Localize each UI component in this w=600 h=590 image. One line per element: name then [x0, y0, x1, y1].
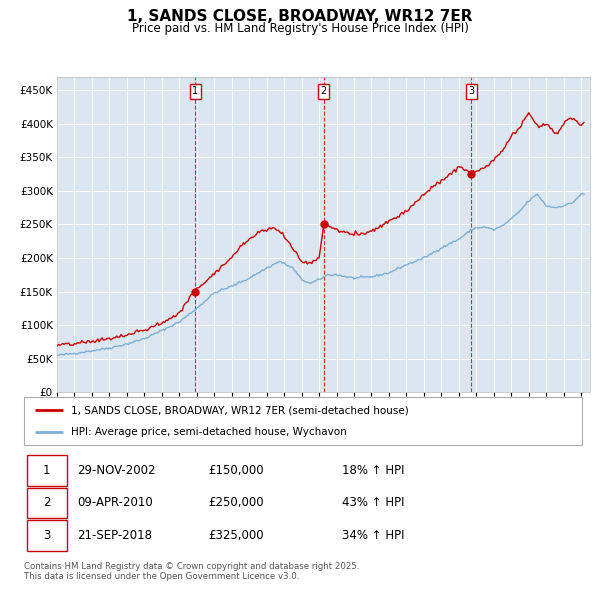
Text: 09-APR-2010: 09-APR-2010 — [77, 496, 153, 510]
Text: 2: 2 — [43, 496, 50, 510]
Text: 3: 3 — [43, 529, 50, 542]
Text: 29-NOV-2002: 29-NOV-2002 — [77, 464, 155, 477]
Text: Contains HM Land Registry data © Crown copyright and database right 2025.
This d: Contains HM Land Registry data © Crown c… — [24, 562, 359, 581]
Text: 3: 3 — [468, 87, 475, 97]
Text: Price paid vs. HM Land Registry's House Price Index (HPI): Price paid vs. HM Land Registry's House … — [131, 22, 469, 35]
Text: 1, SANDS CLOSE, BROADWAY, WR12 7ER: 1, SANDS CLOSE, BROADWAY, WR12 7ER — [127, 9, 473, 24]
Text: 1, SANDS CLOSE, BROADWAY, WR12 7ER (semi-detached house): 1, SANDS CLOSE, BROADWAY, WR12 7ER (semi… — [71, 405, 409, 415]
FancyBboxPatch shape — [27, 520, 67, 551]
Text: 2: 2 — [320, 87, 327, 97]
FancyBboxPatch shape — [27, 488, 67, 518]
Text: 1: 1 — [43, 464, 50, 477]
Text: £325,000: £325,000 — [208, 529, 264, 542]
FancyBboxPatch shape — [27, 455, 67, 486]
Text: £250,000: £250,000 — [208, 496, 264, 510]
Text: £150,000: £150,000 — [208, 464, 264, 477]
Text: 43% ↑ HPI: 43% ↑ HPI — [342, 496, 404, 510]
Text: HPI: Average price, semi-detached house, Wychavon: HPI: Average price, semi-detached house,… — [71, 427, 347, 437]
Text: 21-SEP-2018: 21-SEP-2018 — [77, 529, 152, 542]
Text: 1: 1 — [192, 87, 198, 97]
FancyBboxPatch shape — [24, 397, 582, 445]
Text: 34% ↑ HPI: 34% ↑ HPI — [342, 529, 404, 542]
Text: 18% ↑ HPI: 18% ↑ HPI — [342, 464, 404, 477]
